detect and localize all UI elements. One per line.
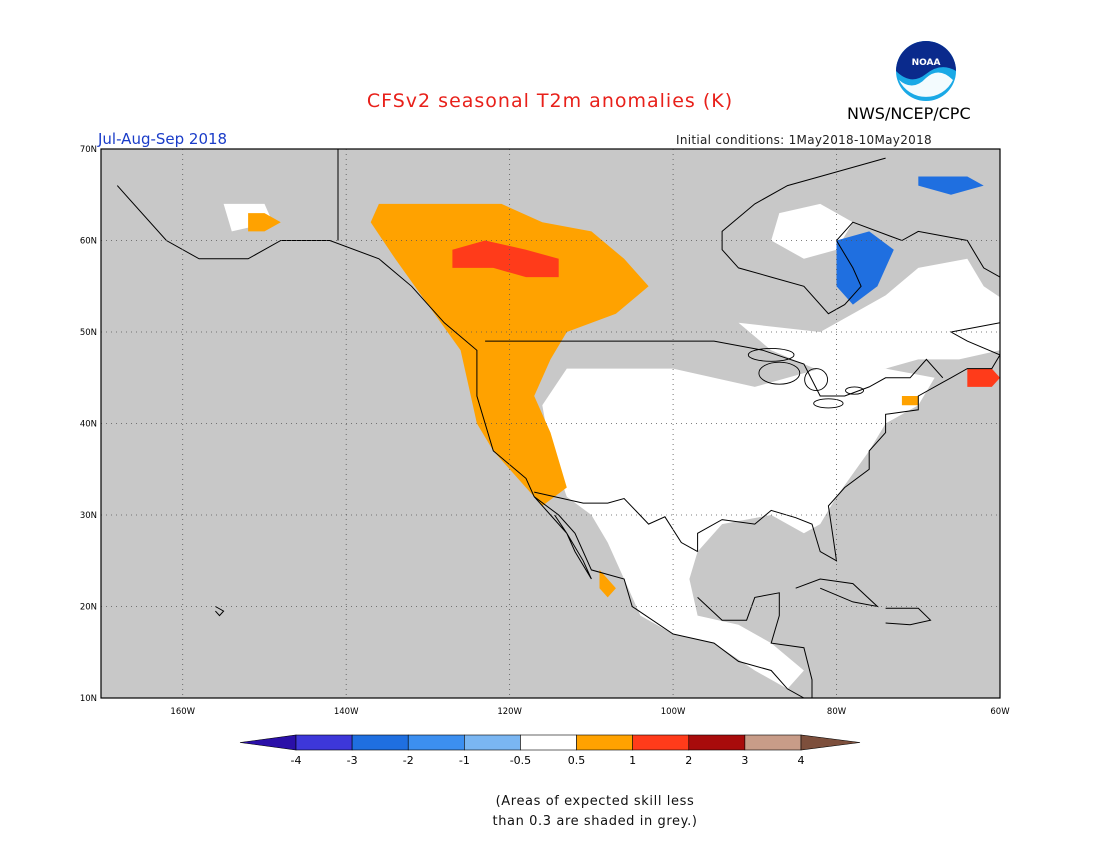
lat-tick-label: 40N <box>80 420 97 430</box>
colorbar-label: -4 <box>291 754 302 767</box>
coastlines <box>116 149 1000 698</box>
chart-title: CFSv2 seasonal T2m anomalies (K) <box>366 90 734 112</box>
anomaly-region-new-england-warm <box>901 396 919 406</box>
lat-tick-label: 20N <box>80 603 97 613</box>
agency-label: NWS/NCEP/CPC <box>847 104 971 123</box>
skill-note: (Areas of expected skill less than 0.3 a… <box>0 792 1100 832</box>
latitude-tick-labels: 10N 20N 30N 40N 50N 60N 70N <box>80 145 97 704</box>
great-lake-3 <box>845 386 864 395</box>
colorbar-label: 0.5 <box>568 754 586 767</box>
coastline-hispaniola <box>885 607 932 626</box>
great-lake-0 <box>758 361 801 385</box>
lat-tick-label: 30N <box>80 511 97 521</box>
anomaly-region-canada-hot-core <box>452 240 559 278</box>
neutral-region-eastern-canada-neutral <box>738 258 1000 378</box>
lon-tick-label: 100W <box>661 707 686 717</box>
colorbar-label: -1 <box>459 754 470 767</box>
skill-note-line-1: (Areas of expected skill less <box>495 794 695 809</box>
noaa-logo: NOAA <box>896 41 956 101</box>
great-lake-4 <box>747 348 795 362</box>
anomaly-region-baja-warm <box>599 569 616 598</box>
anomaly-region-maritimes-hot <box>967 368 1000 387</box>
colorbar-bin <box>632 734 690 751</box>
lat-tick-label: 10N <box>80 694 97 704</box>
lon-tick-label: 120W <box>497 707 522 717</box>
colorbar-label: 2 <box>685 754 692 767</box>
lat-tick-label: 60N <box>80 237 97 247</box>
anomaly-region-alaska-warm <box>248 213 281 232</box>
lon-tick-label: 80W <box>827 707 847 717</box>
coastline-pacific-coast <box>116 185 805 698</box>
coastline-us-canada-border <box>485 340 944 397</box>
map-panel <box>100 148 1001 699</box>
coastline-hawaii <box>215 606 225 617</box>
colorbar: -4 -3 -2 -1 -0.5 0.5 1 2 3 4 <box>239 734 861 767</box>
noaa-logo-text: NOAA <box>912 58 941 68</box>
map-frame <box>100 148 1001 699</box>
skill-note-line-2: than 0.3 are shaded in grey.) <box>492 814 698 829</box>
coastline-gulf-atlantic-coast <box>697 157 1000 562</box>
coastline-cuba <box>795 578 879 608</box>
anomaly-region-labrador-cool <box>918 176 984 195</box>
lon-tick-label: 60W <box>990 707 1010 717</box>
colorbar-label: 1 <box>629 754 636 767</box>
longitude-tick-labels: 160W 140W 120W 100W 80W 60W <box>170 707 1010 717</box>
colorbar-min-arrow <box>239 734 297 751</box>
coastline-yucatan-coast <box>697 592 813 698</box>
lat-tick-label: 50N <box>80 328 97 338</box>
lon-tick-label: 140W <box>334 707 359 717</box>
colorbar-label: 3 <box>741 754 748 767</box>
great-lake-1 <box>804 368 829 392</box>
colorbar-bin <box>576 734 633 751</box>
colorbar-label: -0.5 <box>510 754 531 767</box>
neutral-region-northern-quebec-neutral <box>771 203 853 259</box>
coastline-baja-peninsula <box>533 496 592 580</box>
colorbar-bin <box>744 734 802 751</box>
colorbar-max-arrow <box>800 734 861 751</box>
colorbar-label: 4 <box>798 754 805 767</box>
initial-conditions: Initial conditions: 1May2018-10May2018 <box>676 133 932 147</box>
neutral-region-central-us-neutral <box>542 368 935 689</box>
colorbar-bin <box>520 734 577 751</box>
lat-tick-label: 70N <box>80 145 97 155</box>
great-lake-2 <box>813 398 844 409</box>
colorbar-label: -3 <box>347 754 358 767</box>
anomaly-region-hudson-bay-cool <box>836 231 894 305</box>
colorbar-bin <box>351 734 409 751</box>
forecast-period: Jul-Aug-Sep 2018 <box>98 130 228 148</box>
coastline-us-mexico-border <box>534 491 698 553</box>
colorbar-bin <box>295 734 353 751</box>
colorbar-bin <box>464 734 521 751</box>
colorbar-bin <box>407 734 465 751</box>
colorbar-label: -2 <box>403 754 414 767</box>
colorbar-bin <box>688 734 746 751</box>
lon-tick-label: 160W <box>170 707 195 717</box>
